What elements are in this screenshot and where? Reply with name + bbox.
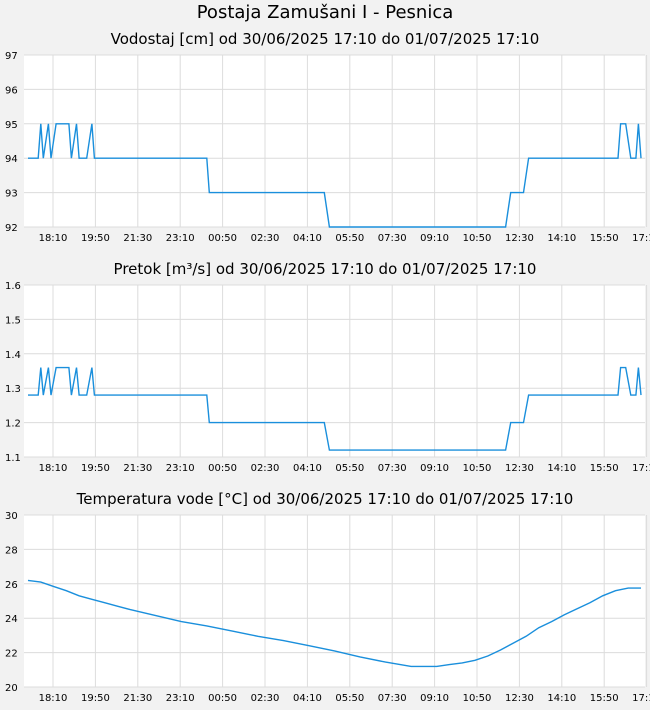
x-tick-label: 15:50 bbox=[590, 463, 619, 474]
x-tick-label: 02:30 bbox=[251, 693, 280, 704]
plot-area bbox=[24, 285, 645, 457]
x-tick-label: 18:10 bbox=[39, 693, 68, 704]
x-tick-label: 18:10 bbox=[39, 233, 68, 244]
x-tick-label: 09:10 bbox=[420, 463, 449, 474]
series-line bbox=[28, 123, 642, 228]
x-tick-label: 12:30 bbox=[505, 233, 534, 244]
y-tick-label: 20 bbox=[5, 683, 18, 694]
x-tick-label: 10:50 bbox=[463, 233, 492, 244]
x-tick-label: 14:10 bbox=[547, 693, 576, 704]
y-tick-label: 28 bbox=[5, 545, 18, 556]
temperature-chart: Temperatura vode [°C] od 30/06/2025 17:1… bbox=[0, 490, 650, 710]
y-tick-label: 95 bbox=[5, 120, 18, 131]
x-tick-label: 00:50 bbox=[208, 693, 237, 704]
x-tick-label: 14:10 bbox=[547, 233, 576, 244]
x-tick-label: 10:50 bbox=[463, 693, 492, 704]
plot-area bbox=[24, 515, 645, 687]
x-tick-label: 19:50 bbox=[81, 233, 110, 244]
y-tick-label: 1.4 bbox=[5, 350, 21, 361]
chart-title: Vodostaj [cm] od 30/06/2025 17:10 do 01/… bbox=[110, 30, 540, 48]
y-tick-label: 24 bbox=[5, 614, 18, 625]
x-tick-label: 07:30 bbox=[378, 233, 407, 244]
y-tick-label: 26 bbox=[5, 580, 18, 591]
x-tick-label: 02:30 bbox=[251, 463, 280, 474]
y-tick-label: 93 bbox=[5, 189, 18, 200]
y-tick-label: 1.2 bbox=[5, 419, 21, 430]
y-tick-label: 30 bbox=[5, 511, 18, 522]
x-tick-label: 15:50 bbox=[590, 693, 619, 704]
x-tick-label: 17:10 bbox=[632, 233, 650, 244]
x-tick-label: 19:50 bbox=[81, 693, 110, 704]
y-tick-label: 1.1 bbox=[5, 453, 21, 464]
temperature-plot: 20 22 24 26 28 30 18:10 19:50 21:30 23:10 00:50 02:… bbox=[5, 511, 650, 704]
x-tick-label: 04:10 bbox=[293, 693, 322, 704]
x-tick-label: 05:50 bbox=[335, 693, 364, 704]
x-tick-label: 17:10 bbox=[632, 693, 650, 704]
page-title: Postaja Zamušani I - Pesnica bbox=[196, 2, 454, 23]
y-tick-label: 94 bbox=[5, 154, 18, 165]
x-tick-label: 15:50 bbox=[590, 233, 619, 244]
x-tick-label: 05:50 bbox=[335, 463, 364, 474]
x-tick-label: 12:30 bbox=[505, 693, 534, 704]
x-tick-label: 14:10 bbox=[547, 463, 576, 474]
x-tick-label: 09:10 bbox=[420, 233, 449, 244]
y-tick-label: 96 bbox=[5, 85, 18, 96]
x-tick-label: 07:30 bbox=[378, 463, 407, 474]
flow-chart: Pretok [m³/s] od 30/06/2025 17:10 do 01/… bbox=[0, 260, 650, 480]
y-tick-label: 1.5 bbox=[5, 315, 21, 326]
x-tick-label: 12:30 bbox=[505, 463, 534, 474]
chart-title: Pretok [m³/s] od 30/06/2025 17:10 do 01/… bbox=[113, 260, 537, 278]
y-tick-label: 97 bbox=[5, 51, 18, 62]
x-tick-label: 10:50 bbox=[463, 463, 492, 474]
x-tick-label: 07:30 bbox=[378, 693, 407, 704]
x-tick-label: 23:10 bbox=[166, 693, 195, 704]
x-tick-label: 00:50 bbox=[208, 233, 237, 244]
x-tick-label: 18:10 bbox=[39, 463, 68, 474]
series-line bbox=[28, 366, 642, 451]
x-tick-label: 05:50 bbox=[335, 233, 364, 244]
x-tick-label: 23:10 bbox=[166, 463, 195, 474]
x-tick-label: 02:30 bbox=[251, 233, 280, 244]
x-tick-label: 00:50 bbox=[208, 463, 237, 474]
x-tick-label: 19:50 bbox=[81, 463, 110, 474]
y-tick-label: 1.3 bbox=[5, 384, 21, 395]
series-line bbox=[27, 579, 641, 668]
x-tick-label: 17:10 bbox=[632, 463, 650, 474]
x-tick-label: 21:30 bbox=[123, 233, 152, 244]
y-tick-label: 92 bbox=[5, 223, 18, 234]
plot-area bbox=[24, 55, 645, 227]
flow-plot: 1.1 1.2 1.3 1.4 1.5 1.6 18:10 19:50 21:30 23:10 00… bbox=[5, 281, 650, 474]
y-tick-label: 22 bbox=[5, 649, 18, 660]
x-tick-label: 23:10 bbox=[166, 233, 195, 244]
x-tick-label: 21:30 bbox=[123, 463, 152, 474]
y-tick-label: 1.6 bbox=[5, 281, 21, 292]
chart-title: Temperatura vode [°C] od 30/06/2025 17:1… bbox=[76, 490, 574, 508]
x-tick-label: 09:10 bbox=[420, 693, 449, 704]
water-level-chart: Vodostaj [cm] od 30/06/2025 17:10 do 01/… bbox=[0, 30, 650, 250]
x-tick-label: 04:10 bbox=[293, 233, 322, 244]
water-level-plot: 92 93 94 95 96 97 18:10 19:50 21:30 23:10 00:50 02:… bbox=[5, 51, 650, 244]
x-tick-label: 04:10 bbox=[293, 463, 322, 474]
x-tick-label: 21:30 bbox=[123, 693, 152, 704]
